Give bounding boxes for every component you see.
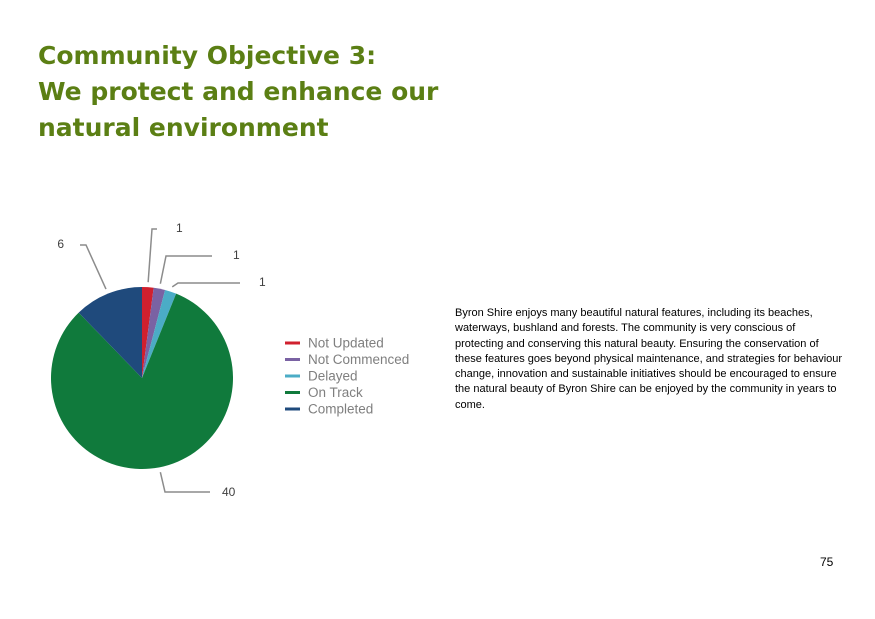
data-label: 6	[57, 237, 64, 251]
body-text: Byron Shire enjoys many beautiful natura…	[455, 307, 843, 411]
leader-line	[147, 228, 157, 283]
pie-slice	[78, 287, 142, 378]
legend-label: Not Commenced	[308, 352, 409, 367]
leader-line	[80, 244, 107, 290]
pie-slice	[50, 293, 234, 469]
title-line: Community Objective 3:	[38, 41, 377, 70]
title-line: We protect and enhance our	[38, 77, 439, 106]
pie-slice	[142, 287, 154, 378]
data-label: 1	[176, 221, 183, 235]
title: Community Objective 3: We protect and en…	[38, 38, 438, 146]
title-line: natural environment	[38, 113, 329, 142]
leader-line	[171, 282, 240, 288]
legend-label: Not Updated	[308, 336, 384, 351]
leader-line	[159, 255, 212, 284]
pie-slice	[142, 289, 177, 378]
legend-label: Completed	[308, 402, 373, 417]
page-number: 75	[820, 555, 834, 569]
leader-line	[159, 472, 210, 493]
data-label: 1	[233, 248, 240, 262]
pie-slice	[142, 287, 166, 378]
legend-label: Delayed	[308, 369, 358, 384]
data-label: 40	[222, 485, 236, 499]
legend-label: On Track	[308, 385, 363, 400]
data-label: 1	[259, 275, 266, 289]
